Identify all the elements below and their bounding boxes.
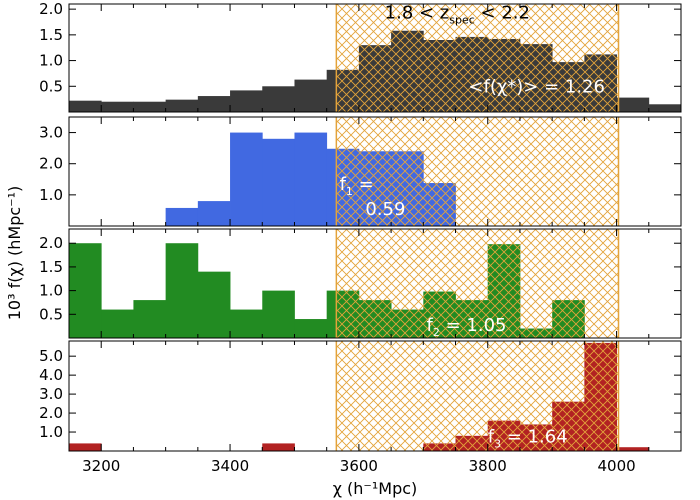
redshift-window-hatch: [336, 117, 619, 226]
y-tick-label: 5.0: [39, 347, 63, 365]
bar: [262, 290, 295, 338]
bar: [197, 201, 231, 226]
y-tick-label: 1.0: [39, 423, 63, 441]
bar: [230, 132, 263, 226]
y-tick-label: 2.0: [39, 0, 63, 18]
panel-annotation: <f(χ*)> = 1.26: [468, 76, 605, 97]
bar: [230, 309, 263, 338]
bar: [197, 271, 231, 338]
x-axis-title: χ (h⁻¹Mpc): [333, 479, 418, 498]
y-tick-label: 2.0: [39, 404, 63, 422]
bar: [101, 101, 134, 112]
panel-frame: [68, 340, 682, 452]
y-tick-label: 1.5: [39, 26, 63, 44]
y-tick-label: 1.5: [39, 258, 63, 276]
x-tick-label: 4000: [597, 457, 635, 475]
panel-frame: [68, 228, 682, 339]
y-tick-label: 4.0: [39, 366, 63, 384]
y-tick-label: 1.0: [39, 282, 63, 300]
x-tick-label: 3400: [211, 457, 249, 475]
y-tick-label: 0.5: [39, 305, 63, 323]
y-tick-label: 2.0: [39, 234, 63, 252]
x-tick-label: 3800: [469, 457, 507, 475]
bar: [230, 90, 263, 112]
y-tick-label: 0.5: [39, 77, 63, 95]
y-tick-label: 3.0: [39, 124, 63, 142]
bar: [262, 443, 295, 451]
bar: [165, 243, 199, 338]
bar: [69, 443, 102, 451]
bar: [648, 104, 682, 112]
x-tick-label: 3600: [340, 457, 378, 475]
bar: [165, 207, 199, 226]
y-tick-label: 1.0: [39, 186, 63, 204]
bar: [197, 96, 231, 112]
bar: [616, 447, 650, 451]
redshift-window-hatch: [336, 4, 619, 112]
y-tick-label: 1.0: [39, 52, 63, 70]
bar: [294, 79, 328, 112]
y-tick-label: 3.0: [39, 385, 63, 403]
bar: [294, 319, 328, 338]
panel-annotation: f3 = 1.64: [488, 426, 568, 450]
bar: [616, 97, 650, 112]
panel-annotation: f2 = 1.05: [427, 315, 507, 339]
bar: [294, 132, 328, 226]
panel-annotation: f1 =: [340, 174, 374, 198]
panel-frame: [68, 116, 682, 227]
bar: [262, 138, 295, 226]
redshift-window-hatch: [336, 341, 619, 451]
bar: [133, 101, 167, 112]
redshift-window-label: 1.8 < zspec < 2.2: [385, 2, 530, 26]
bar: [69, 100, 102, 112]
panel-annotation-value: 0.59: [365, 199, 405, 220]
x-tick-label: 3200: [82, 457, 120, 475]
bar: [101, 309, 134, 338]
bar: [165, 99, 199, 112]
y-axis-title: 10³ f(χ) (hMpc⁻¹): [5, 186, 24, 321]
panels-group: 0.5 1.0 1.5 2.0 <f(χ*)> = 1.26 1.8 < zspec < …: [39, 0, 682, 475]
y-tick-label: 2.0: [39, 155, 63, 173]
bar: [262, 86, 295, 112]
redshift-window-hatch: [336, 229, 619, 338]
bar: [133, 300, 167, 338]
panel-frame: [68, 3, 682, 113]
